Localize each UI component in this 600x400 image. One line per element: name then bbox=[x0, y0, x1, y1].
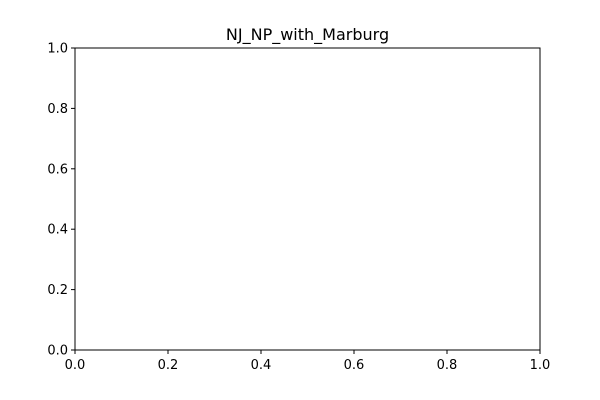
x-tick-label: 0.8 bbox=[437, 358, 458, 373]
y-axis: 0.0 0.2 0.4 0.6 0.8 1.0 bbox=[47, 42, 75, 359]
y-tick-label: 0.4 bbox=[47, 223, 68, 238]
x-tick-label: 0.2 bbox=[158, 358, 179, 373]
y-tick-label: 0.2 bbox=[47, 283, 68, 298]
chart-title: NJ_NP_with_Marburg bbox=[226, 25, 389, 45]
plot-area bbox=[74, 47, 541, 351]
x-tick-label: 0.6 bbox=[344, 358, 365, 373]
y-tick-label: 0.8 bbox=[47, 102, 68, 117]
x-tick-label: 0.0 bbox=[65, 358, 86, 373]
x-tick-label: 0.4 bbox=[251, 358, 272, 373]
y-tick-label: 0.0 bbox=[47, 344, 68, 359]
x-tick-label: 1.0 bbox=[530, 358, 551, 373]
y-tick-label: 0.6 bbox=[47, 162, 68, 177]
x-axis: 0.0 0.2 0.4 0.6 0.8 1.0 bbox=[65, 350, 551, 373]
y-tick-label: 1.0 bbox=[47, 42, 68, 57]
